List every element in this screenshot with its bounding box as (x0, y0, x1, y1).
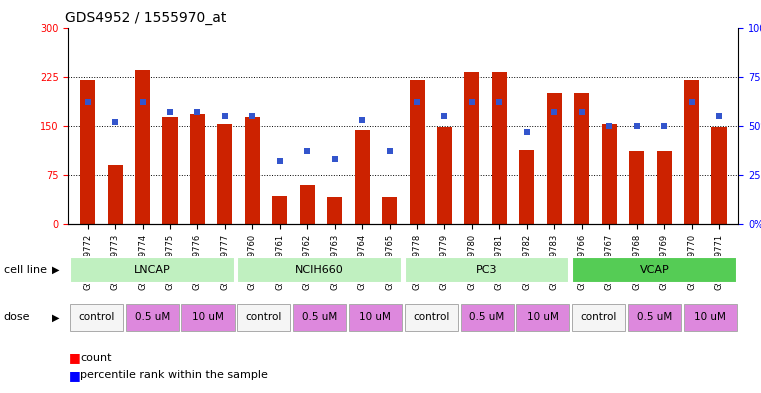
Point (219, 113, 231, 119)
Bar (572, 304, 625, 331)
Bar (629, 151, 644, 224)
Bar (355, 130, 370, 224)
Text: 0.5 uM: 0.5 uM (637, 312, 672, 322)
Text: 0.5 uM: 0.5 uM (135, 312, 170, 322)
Text: ▶: ▶ (52, 265, 59, 275)
Text: control: control (581, 312, 617, 322)
Text: 0.5 uM: 0.5 uM (470, 312, 505, 322)
Text: GDS4952 / 1555970_at: GDS4952 / 1555970_at (65, 11, 227, 25)
Bar (349, 304, 402, 331)
Text: 0.5 uM: 0.5 uM (302, 312, 337, 322)
Text: ■: ■ (68, 351, 80, 364)
Text: control: control (413, 312, 450, 322)
Point (658, 123, 670, 129)
Bar (572, 257, 737, 283)
Text: 10 uM: 10 uM (192, 312, 224, 322)
Bar (575, 93, 589, 224)
Bar (163, 117, 177, 224)
Point (466, 99, 478, 105)
Bar (405, 304, 457, 331)
Bar (492, 72, 507, 224)
Point (631, 123, 643, 129)
Bar (272, 196, 288, 224)
Point (411, 99, 423, 105)
Point (603, 123, 615, 129)
Text: count: count (80, 353, 111, 363)
Bar (237, 304, 290, 331)
Text: cell line: cell line (4, 265, 47, 275)
Point (575, 109, 587, 115)
Bar (460, 304, 514, 331)
Point (548, 109, 560, 115)
Point (136, 99, 148, 105)
Point (81, 99, 94, 105)
Bar (657, 151, 672, 224)
Text: control: control (246, 312, 282, 322)
Bar (683, 304, 737, 331)
Point (192, 109, 204, 115)
Bar (409, 80, 425, 224)
Bar (516, 304, 569, 331)
Text: NCIH660: NCIH660 (295, 265, 344, 275)
Point (301, 148, 314, 154)
Bar (135, 70, 150, 224)
Bar (464, 72, 479, 224)
Point (713, 113, 725, 119)
Text: ▶: ▶ (52, 312, 59, 322)
Text: percentile rank within the sample: percentile rank within the sample (80, 370, 268, 380)
Point (438, 113, 451, 119)
Bar (80, 80, 95, 224)
Bar (293, 304, 346, 331)
Bar (327, 196, 342, 224)
Point (356, 117, 368, 123)
Bar (382, 196, 397, 224)
Point (521, 129, 533, 135)
Bar (628, 304, 681, 331)
Bar (126, 304, 179, 331)
Point (493, 99, 505, 105)
Bar (107, 165, 123, 224)
Point (329, 156, 341, 162)
Bar (712, 127, 727, 224)
Bar (181, 304, 234, 331)
Bar (546, 93, 562, 224)
Point (164, 109, 176, 115)
Bar (245, 117, 260, 224)
Text: LNCAP: LNCAP (134, 265, 170, 275)
Text: dose: dose (4, 312, 30, 322)
Bar (190, 114, 205, 224)
Bar (405, 257, 569, 283)
Text: PC3: PC3 (476, 265, 498, 275)
Text: 10 uM: 10 uM (527, 312, 559, 322)
Point (274, 158, 286, 164)
Text: 10 uM: 10 uM (359, 312, 391, 322)
Text: 10 uM: 10 uM (694, 312, 726, 322)
Bar (437, 127, 452, 224)
Bar (684, 80, 699, 224)
Bar (70, 257, 234, 283)
Bar (70, 304, 123, 331)
Point (686, 99, 698, 105)
Text: VCAP: VCAP (639, 265, 670, 275)
Bar (218, 124, 232, 224)
Bar (519, 150, 534, 224)
Point (247, 113, 259, 119)
Bar (237, 257, 402, 283)
Text: ■: ■ (68, 369, 80, 382)
Text: control: control (78, 312, 115, 322)
Point (109, 119, 121, 125)
Point (384, 148, 396, 154)
Bar (602, 125, 616, 224)
Bar (300, 185, 315, 224)
